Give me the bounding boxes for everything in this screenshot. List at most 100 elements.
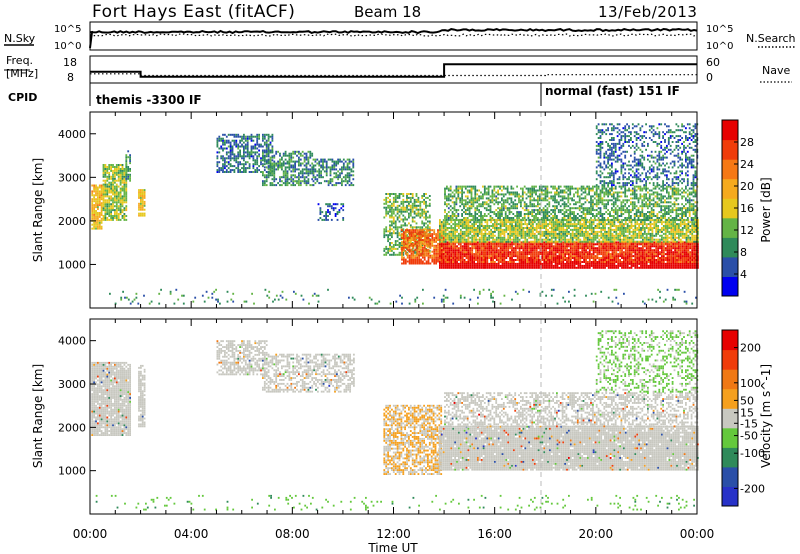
power-cell [607,259,610,261]
power-cell [458,219,460,222]
power-cell [444,245,447,248]
power-cell [477,262,479,265]
power-cell [643,259,646,261]
power-cell [115,218,118,221]
power-cell [286,166,289,169]
power-cell [471,234,474,237]
power-cell [672,247,675,250]
power-cell [433,237,436,239]
power-cell [505,251,508,254]
power-cell [516,240,519,243]
power-cell [314,170,317,173]
power-cell [440,229,443,232]
power-cell [391,234,393,237]
power-cell [550,234,553,237]
power-cell [554,251,557,254]
power-cell [450,238,453,241]
power-cell [552,257,555,259]
power-cell [465,245,468,248]
power-cell [337,158,339,161]
power-cell [583,227,585,229]
power-cell [678,257,680,259]
power-cell [560,255,563,258]
power-cell [394,196,397,199]
power-cell [423,216,425,219]
power-cell [569,243,572,246]
power-cell [683,257,686,259]
power-cell [505,225,508,227]
power-cell [514,238,517,241]
power-cell [689,264,692,267]
power-cell [416,250,419,253]
power-cell [262,164,264,167]
power-cell [385,196,388,199]
power-cell [108,201,111,204]
power-cell [672,251,675,254]
power-cell [394,208,397,211]
power-cell [437,258,439,261]
power-cell [679,261,682,263]
power-cell [482,225,485,227]
power-cell [442,250,445,253]
power-cell [93,223,95,226]
power-cell [598,251,601,254]
power-cell [482,257,485,259]
power-cell [524,240,527,243]
power-cell [95,210,97,212]
power-cell [271,155,274,158]
power-cell [647,261,650,263]
power-cell [385,226,388,229]
power-cell [406,198,408,201]
power-cell [488,230,491,233]
power-cell [303,182,306,185]
power-cell [524,259,527,261]
power-cell [511,221,513,224]
power-cell [273,170,276,173]
power-cell [416,244,419,247]
power-cell [621,262,623,265]
power-cell [564,225,566,227]
power-cell [265,141,268,144]
power-cell [435,240,437,243]
power-cell [244,171,247,173]
power-cell [685,245,688,248]
power-cell [271,159,274,162]
power-cell [450,257,453,259]
power-cell [645,251,648,254]
power-cell [600,228,603,231]
power-cell [216,163,219,166]
power-cell [615,241,618,244]
power-cell [235,145,238,148]
power-cell [106,217,109,219]
power-cell [535,247,538,250]
power-cell [427,229,430,232]
power-cell [409,196,412,199]
power-cell [558,243,561,246]
power-cell [640,243,642,246]
power-cell [413,212,416,215]
power-cell [95,188,97,191]
power-cell [585,245,587,248]
power-cell [533,264,536,267]
power-cell [623,255,625,258]
power-cell [427,210,429,213]
power-cell [469,243,472,246]
power-cell [585,230,587,233]
power-cell [471,227,474,229]
power-cell [429,262,432,265]
power-cell [433,229,436,232]
power-cell [558,259,561,261]
power-cell [687,261,690,263]
power-cell [594,230,597,233]
power-cell [421,200,424,203]
power-cell [446,262,449,265]
power-cell [615,247,618,250]
power-cell [668,249,671,252]
power-cell [321,211,324,214]
power-cell [121,201,124,204]
power-cell [588,262,591,265]
power-cell [532,223,534,226]
power-cell [410,256,413,259]
power-cell [571,228,574,231]
power-cell [403,260,405,263]
